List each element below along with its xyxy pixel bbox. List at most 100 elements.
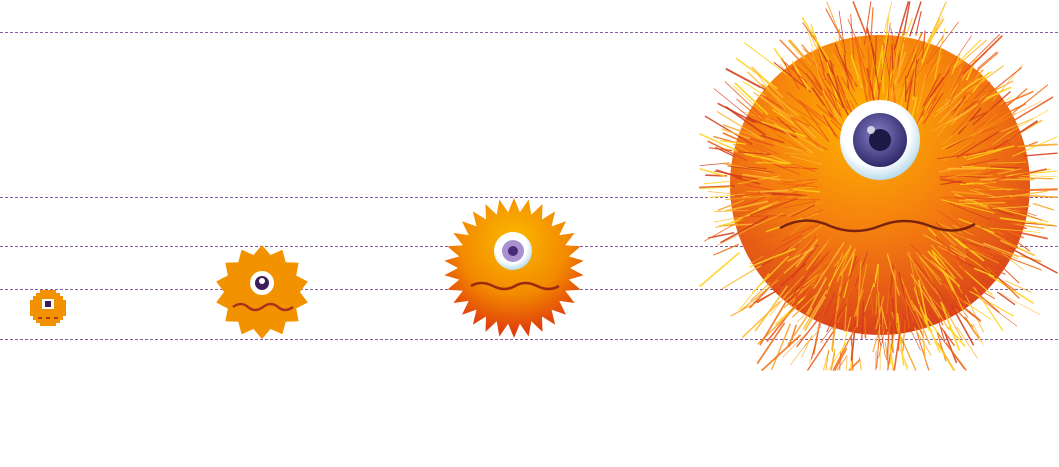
fur-strand — [707, 140, 748, 162]
fur-strand — [811, 87, 834, 118]
fur-strand — [813, 320, 821, 355]
fur-strand — [801, 116, 828, 141]
fur-strand — [898, 271, 911, 320]
fur-strand — [737, 151, 771, 156]
fur-strand — [957, 107, 982, 135]
fur-strand — [774, 194, 808, 202]
fur-strand — [844, 300, 848, 333]
fur-strand — [763, 234, 803, 257]
fur-strand — [724, 81, 765, 120]
fur-strand — [707, 232, 735, 239]
furry-mouth — [779, 219, 976, 233]
fur-strand — [929, 77, 945, 98]
fur-strand — [903, 17, 913, 41]
fur-strand — [1003, 141, 1038, 156]
fur-strand — [799, 235, 817, 257]
fur-strand — [951, 190, 985, 196]
furry-highlight — [867, 126, 875, 134]
fur-strand — [744, 153, 788, 165]
fur-strand — [934, 247, 963, 294]
fur-strand — [886, 253, 900, 296]
fur-strand — [850, 13, 855, 61]
fur-strand — [841, 68, 848, 101]
fur-strand — [781, 181, 815, 191]
fur-strand — [810, 23, 823, 62]
fur-strand — [947, 326, 966, 347]
fur-strand — [947, 110, 969, 124]
fur-strand — [834, 76, 849, 110]
fur-strand — [872, 44, 884, 100]
fur-strand — [725, 69, 761, 88]
fur-strand — [972, 101, 1012, 132]
fur-strand — [992, 168, 1047, 182]
fur-strand — [723, 124, 765, 141]
fur-strand — [812, 248, 832, 287]
fur-strand — [792, 224, 814, 237]
fur-strand — [921, 30, 926, 59]
fur-strand — [992, 100, 1042, 126]
fur-strand — [725, 68, 766, 91]
fur-strand — [826, 73, 845, 125]
fur-strand — [1024, 152, 1058, 157]
fur-strand — [922, 81, 945, 117]
fur-strand — [954, 193, 988, 208]
fur-strand — [769, 288, 793, 316]
fur-strand — [987, 267, 1020, 299]
fur-strand — [823, 248, 835, 268]
fur-strand — [781, 57, 800, 90]
fur-strand — [830, 352, 836, 371]
fur-strand — [954, 196, 996, 200]
fur-strand — [790, 335, 813, 366]
fur-strand — [806, 243, 827, 271]
fur-strand — [912, 264, 937, 311]
pixel-pupil — [45, 301, 51, 307]
fur-strand — [817, 48, 825, 72]
fur-strand — [996, 291, 1016, 306]
fur-strand — [915, 11, 922, 36]
fur-strand — [910, 300, 931, 346]
fur-strand — [715, 222, 738, 228]
fur-strand — [708, 147, 733, 152]
flat-highlight — [259, 278, 265, 284]
fur-strand — [897, 32, 923, 84]
fur-strand — [943, 330, 958, 364]
fur-strand — [780, 166, 818, 170]
fur-strand — [806, 258, 830, 280]
fur-strand — [750, 282, 771, 302]
fur-strand — [858, 260, 862, 289]
fur-strand — [756, 143, 781, 156]
fur-strand — [780, 224, 819, 242]
fur-strand — [750, 198, 798, 216]
fur-strand — [733, 85, 763, 114]
fur-strand — [727, 165, 774, 173]
fur-strand — [762, 95, 785, 110]
fur-strand — [782, 201, 816, 209]
fur-strand — [840, 316, 852, 356]
fur-strand — [806, 137, 828, 151]
fur-strand — [838, 10, 847, 57]
fur-strand — [786, 201, 823, 217]
fur-strand — [721, 128, 751, 140]
fur-strand — [961, 256, 1006, 275]
fur-strand — [934, 27, 946, 80]
fur-strand — [969, 290, 1014, 317]
fur-strand — [902, 1, 911, 36]
fur-strand — [989, 227, 1041, 233]
fur-strand — [761, 334, 801, 371]
fur-strand — [826, 311, 838, 333]
fur-strand — [906, 54, 917, 78]
fur-strand — [776, 182, 818, 188]
fur-strand — [836, 355, 848, 371]
fur-strand — [893, 1, 910, 50]
fur-strand — [789, 39, 812, 66]
fur-strand — [802, 48, 819, 65]
fur-strand — [950, 304, 975, 346]
fur-strand — [897, 42, 905, 77]
fur-strand — [884, 73, 892, 106]
fur-strand — [720, 216, 769, 244]
fur-strand — [699, 251, 740, 288]
fur-strand — [940, 327, 955, 347]
fur-strand — [811, 48, 827, 101]
fur-strand — [944, 250, 968, 266]
fur-strand — [958, 304, 982, 323]
